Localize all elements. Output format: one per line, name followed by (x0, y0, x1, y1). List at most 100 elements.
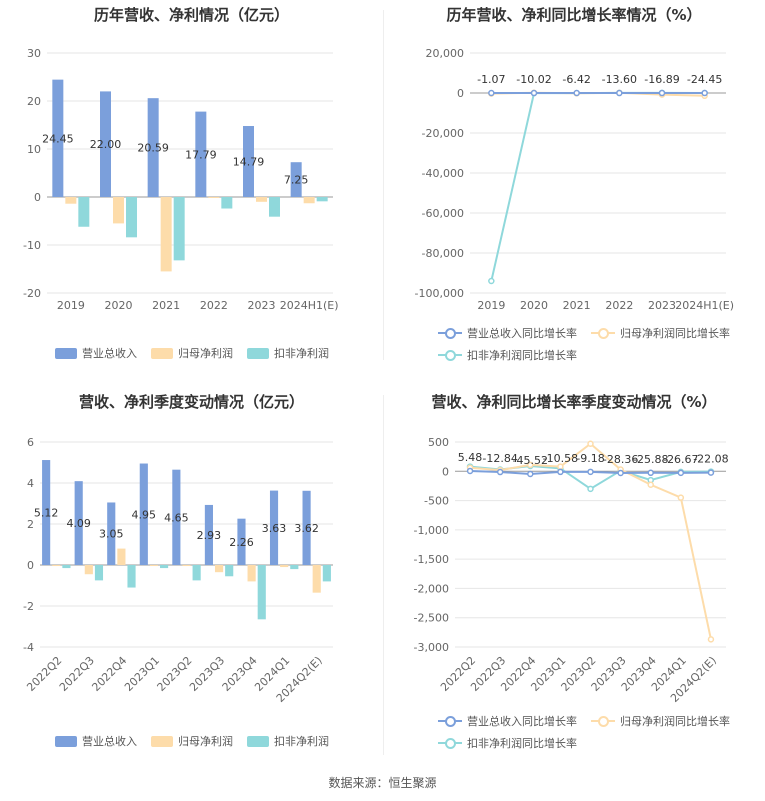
data-label: 14.79 (233, 156, 265, 169)
legend-item[interactable]: 营业总收入同比增长率 (438, 713, 577, 729)
x-tick-label: 2021 (563, 299, 591, 312)
legend-swatch (438, 349, 462, 361)
legend-label: 扣非净利润 (274, 735, 329, 748)
data-point (527, 470, 534, 478)
x-tick-label: 2022 (200, 299, 228, 312)
data-label: 2.93 (197, 529, 222, 542)
bar (302, 490, 311, 565)
bar (221, 197, 233, 209)
legend-label: 归母净利润 (178, 735, 233, 748)
y-tick-label: -3,000 (414, 641, 449, 654)
legend-label: 营业总收入 (82, 735, 137, 748)
bar (139, 463, 148, 565)
legend-item[interactable]: 扣非净利润同比增长率 (438, 735, 577, 751)
y-tick-label: 30 (27, 47, 41, 60)
bar (100, 91, 111, 197)
x-tick-label: 2020 (105, 299, 133, 312)
data-label: -10.02 (516, 73, 551, 86)
bar (192, 565, 201, 581)
bar (84, 565, 93, 575)
x-tick-label: 2024H1(E) (280, 299, 339, 312)
x-tick-label: 2023Q2 (155, 654, 195, 694)
data-point (557, 468, 564, 476)
data-label: 5.48 (458, 451, 483, 464)
legend-swatch (591, 327, 615, 339)
bar (290, 565, 299, 570)
data-label: -10.58 (543, 452, 578, 465)
data-label: 17.79 (185, 148, 217, 161)
data-source-label: 数据来源：恒生聚源 (328, 776, 437, 790)
bar (78, 197, 90, 227)
bar (52, 565, 61, 567)
data-label: -26.67 (663, 453, 698, 466)
legend-item[interactable]: 归母净利润 (151, 733, 233, 749)
legend-label: 归母净利润 (178, 347, 233, 360)
legend-label: 营业总收入 (82, 347, 137, 360)
data-label: -28.36 (603, 453, 638, 466)
chart-title: 历年营收、净利同比增长率情况（%） (446, 6, 702, 24)
y-tick-label: -500 (424, 495, 449, 508)
x-tick-label: 2023Q4 (220, 654, 260, 694)
data-point (530, 89, 538, 97)
legend-item[interactable]: 营业总收入 (55, 733, 137, 749)
bar (280, 565, 289, 568)
data-label: -16.89 (644, 73, 679, 86)
y-tick-label: -100,000 (415, 287, 464, 300)
x-tick-label: 2019 (57, 299, 85, 312)
y-tick-label: -20 (23, 287, 41, 300)
y-tick-label: 500 (428, 436, 449, 449)
data-label: 7.25 (284, 174, 309, 187)
legend-label: 扣非净利润同比增长率 (467, 349, 577, 362)
legend-item[interactable]: 营业总收入同比增长率 (438, 325, 577, 341)
legend-label: 归母净利润同比增长率 (620, 327, 730, 340)
data-point (587, 440, 594, 448)
chart-plot: 20,000 0 -20,000 -40,000 -60,000 -80,000 -100,… (415, 47, 735, 312)
bar (173, 197, 185, 261)
data-point (707, 469, 715, 476)
chart-quarterly-revenue-profit: 营收、净利季度变动情况（亿元） 6 4 2 0 -2 -4 2022Q2 2022Q3 2022… (0, 385, 383, 765)
panel-divider (383, 395, 384, 755)
data-label: -24.45 (687, 73, 722, 86)
bar (182, 565, 191, 567)
legend-swatch (591, 715, 615, 727)
legend-label: 营业总收入同比增长率 (467, 327, 577, 340)
y-tick-label: 2 (27, 518, 34, 531)
data-point (701, 89, 708, 97)
bar (62, 565, 71, 569)
y-tick-label: -2,500 (414, 612, 449, 625)
legend-item[interactable]: 归母净利润同比增长率 (591, 713, 730, 729)
y-tick-label: 4 (27, 477, 34, 490)
data-point (647, 481, 654, 489)
legend-item[interactable]: 扣非净利润同比增长率 (438, 347, 577, 363)
y-tick-label: -10 (23, 239, 41, 252)
y-tick-label: -60,000 (422, 207, 464, 220)
bar (269, 490, 279, 565)
panel-divider (383, 10, 384, 360)
legend-item[interactable]: 归母净利润同比增长率 (591, 325, 730, 341)
legend-item[interactable]: 归母净利润 (151, 345, 233, 361)
bar (126, 197, 137, 238)
y-tick-label: -80,000 (422, 247, 464, 260)
data-point (677, 494, 685, 501)
legend-label: 扣非净利润同比增长率 (467, 737, 577, 750)
y-tick-label: 20,000 (426, 47, 465, 60)
data-label: 4.09 (66, 517, 91, 530)
x-tick-label: 2019 (477, 299, 505, 312)
data-point (573, 89, 580, 97)
legend-item[interactable]: 扣非净利润 (247, 733, 329, 749)
bar (312, 565, 321, 593)
data-label: -1.07 (477, 73, 505, 86)
y-tick-label: 0 (442, 465, 449, 478)
legend-item[interactable]: 扣非净利润 (247, 345, 329, 361)
bar (247, 565, 256, 582)
data-point (466, 467, 474, 475)
data-point (617, 469, 624, 477)
data-label: -9.18 (576, 452, 604, 465)
chart-title: 营收、净利季度变动情况（亿元） (78, 393, 304, 411)
legend-item[interactable]: 营业总收入 (55, 345, 137, 361)
data-label: 22.00 (90, 138, 122, 151)
data-point (677, 469, 685, 477)
data-label: 20.59 (137, 142, 169, 155)
bar (214, 565, 224, 573)
data-point (527, 461, 534, 469)
